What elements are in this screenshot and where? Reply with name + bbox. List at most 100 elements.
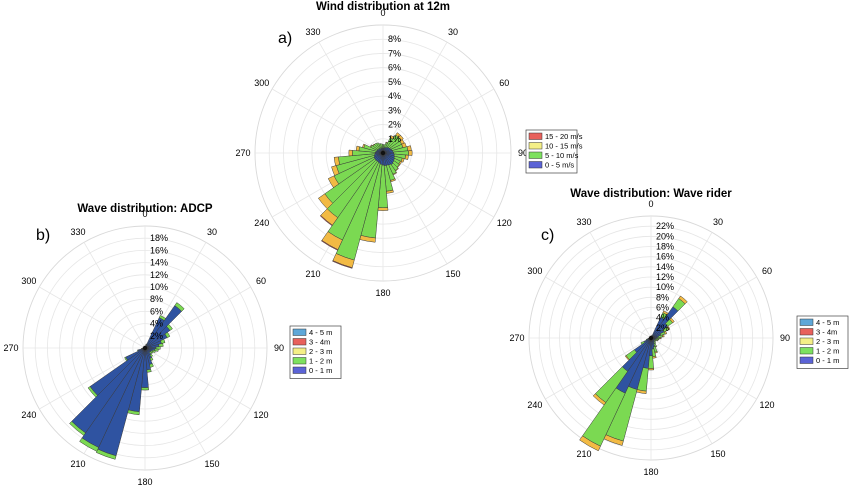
rose-bar-1-2-m-dir-170	[146, 368, 152, 373]
angle-label: 180	[375, 288, 390, 298]
angle-labels: 0 30 60 90 120 150 180 210 240 270 300 330	[509, 199, 790, 477]
rose-bars	[69, 302, 185, 460]
rose-bar-1-2-m-dir-50	[166, 323, 173, 331]
angle-labels: 0 30 60 90 120 150 180 210 240 270 300 330	[3, 209, 284, 486]
grid-spoke	[39, 286, 146, 349]
rose-bar-1-2-m-dir-260	[647, 337, 649, 340]
grid-spoke	[83, 242, 146, 349]
rose-bar-10-15-m-s-dir-300	[369, 144, 373, 148]
angle-label: 150	[204, 459, 219, 469]
radial-tick-label: 5%	[388, 77, 401, 87]
radial-tick-label: 8%	[656, 292, 669, 302]
angle-label: 300	[527, 266, 542, 276]
rose-bar-1-2-m-dir-90	[155, 346, 161, 350]
legend: 4 - 5 m3 - 4m2 - 3 m1 - 2 m0 - 1 m	[289, 325, 342, 379]
legend-entry: 0 - 1 m	[816, 356, 839, 365]
angle-label: 330	[305, 27, 320, 37]
angle-label: 0	[142, 209, 147, 219]
angle-label: 0	[380, 8, 385, 18]
rose-bar-10-15-m-s-dir-230	[317, 193, 334, 210]
rose-bar-10-15-m-s-dir-180	[377, 207, 389, 211]
rose-bar-10-15-m-s-dir-170	[386, 189, 394, 194]
legend-swatch	[528, 132, 543, 140]
radial-tick-label: 4%	[150, 319, 163, 329]
rose-bars	[579, 295, 688, 452]
rose-bar-2-3-m-dir-80	[661, 334, 665, 338]
legend-swatch	[528, 151, 543, 159]
radial-tick-label: 8%	[388, 34, 401, 44]
radial-tick-label: 1%	[388, 134, 401, 144]
rose-bar-1-2-m-dir-240	[640, 340, 646, 345]
rose-center	[380, 150, 386, 156]
chart-title: Wind distribution at 12m	[316, 1, 450, 13]
rose-bar-10-15-m-s-dir-140	[394, 167, 399, 172]
rose-bar-1-2-m-dir-240	[124, 356, 128, 362]
angle-label: 90	[518, 148, 528, 158]
legend-swatch	[292, 366, 307, 374]
radial-tick-label: 6%	[150, 306, 163, 316]
angle-label: 60	[256, 276, 266, 286]
radial-tick-label: 14%	[150, 258, 168, 268]
chart-title: Wave distribution: ADCP	[77, 203, 213, 215]
legend-entry: 2 - 3 m	[816, 337, 839, 346]
radial-tick-label: 16%	[656, 252, 674, 262]
rose-bar-10-15-m-s-dir-310	[372, 143, 375, 147]
rose-bar-5-10-m-s-dir-330	[376, 142, 382, 150]
angle-label: 60	[762, 266, 772, 276]
angle-label: 120	[760, 400, 775, 410]
angle-label: 240	[21, 410, 36, 420]
rose-bar-10-15-m-s-dir-260	[333, 156, 341, 167]
grid-spoke	[144, 347, 207, 454]
angle-label: 180	[137, 477, 152, 486]
radial-tick-label: 22%	[656, 221, 674, 231]
rose-bar-2-3-m-dir-40	[678, 295, 688, 305]
radial-tick-label: 16%	[150, 245, 168, 255]
angle-label: 120	[497, 218, 512, 228]
rose-bar-10-15-m-s-dir-240	[327, 175, 340, 189]
radial-tick-label: 8%	[150, 294, 163, 304]
angle-label: 30	[448, 27, 458, 37]
radial-tick-label: 14%	[656, 262, 674, 272]
panel-label: a)	[278, 30, 292, 47]
radial-tick-label: 20%	[656, 231, 674, 241]
rose-bar-10-15-m-s-dir-90	[408, 150, 413, 156]
angle-label: 210	[576, 449, 591, 459]
legend: 4 - 5 m3 - 4m2 - 3 m1 - 2 m0 - 1 m	[796, 315, 849, 369]
legend-entry: 1 - 2 m	[816, 347, 839, 356]
rose-bar-2-3-m-dir-150	[654, 345, 658, 348]
legend: 15 - 20 m/s10 - 15 m/s5 - 10 m/s0 - 5 m/…	[525, 129, 583, 174]
rose-bar-15-20-m-s-dir-200	[332, 260, 353, 269]
angle-label: 210	[70, 459, 85, 469]
rose-bar-10-15-m-s-dir-190	[359, 235, 376, 243]
rose-bar-1-2-m-dir-180	[141, 387, 149, 391]
grid-spoke	[382, 152, 495, 218]
rose-bar-10-15-m-s-dir-80	[406, 145, 412, 152]
legend-entry: 3 - 4m	[816, 328, 837, 337]
rose-bar-1-2-m-dir-100	[154, 348, 159, 352]
rose-bar-2-3-m-dir-50	[669, 317, 675, 324]
grid-spoke	[650, 337, 713, 444]
rose-bar-1-2-m-dir-150	[149, 357, 154, 362]
rose-bar-2-3-m-dir-30	[662, 310, 669, 316]
radial-tick-label: 18%	[150, 233, 168, 243]
angle-label: 270	[235, 148, 250, 158]
angle-label: 90	[274, 343, 284, 353]
angle-label: 180	[643, 467, 658, 477]
rose-bar-1-2-m-dir-190	[127, 409, 140, 416]
waverider-wave-rose-panel: Wave distribution: Wave riderc)2%4%6%8%1…	[509, 188, 849, 477]
angle-label: 300	[21, 276, 36, 286]
legend-swatch	[799, 356, 814, 364]
radial-tick-labels: 2% 4% 6% 8% 10% 12% 14% 16% 18%	[150, 233, 168, 341]
rose-bar-10-15-m-s-dir-150	[392, 171, 398, 176]
rose-bar-2-3-m-dir-220	[592, 393, 607, 406]
panel-label: b)	[36, 227, 50, 244]
rose-bar-10-15-m-s-dir-130	[396, 164, 401, 168]
rose-bar-2-3-m-dir-100	[658, 338, 660, 341]
grid-spoke	[545, 337, 652, 400]
rose-bar-10-15-m-s-dir-110	[400, 157, 405, 163]
rose-bar-1-2-m-dir-80	[158, 342, 164, 348]
rose-bar-1-2-m-dir-20	[651, 334, 653, 337]
rose-bar-10-15-m-s-dir-250	[331, 165, 340, 176]
radial-tick-label: 12%	[656, 272, 674, 282]
radial-tick-label: 18%	[656, 242, 674, 252]
